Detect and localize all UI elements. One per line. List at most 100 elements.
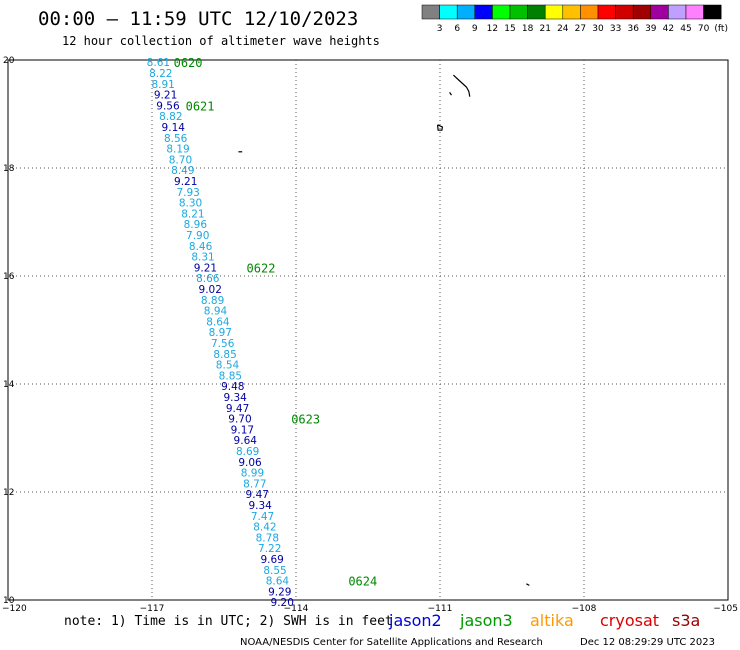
legend-entry: jason3 (459, 611, 513, 630)
wave-height-point: 9.06 (238, 457, 262, 469)
coastline-segment (452, 74, 471, 97)
x-tick-label: −108 (572, 604, 597, 614)
wave-height-point: 8.78 (256, 532, 279, 544)
y-tick-label: 18 (3, 164, 15, 174)
color-swatch (562, 4, 581, 20)
color-swatch (597, 4, 616, 20)
wave-height-point: 8.82 (159, 111, 182, 123)
wave-height-point: 9.47 (226, 403, 249, 415)
color-scale-label: 12 (487, 24, 498, 34)
x-tick-label: −111 (428, 604, 453, 614)
wave-height-point: 8.64 (266, 576, 290, 588)
color-swatch (632, 4, 652, 20)
coastline (238, 74, 530, 586)
wave-height-point: 8.77 (243, 478, 266, 490)
wave-height-point: 8.94 (204, 306, 228, 318)
wave-height-point: 8.91 (151, 79, 174, 91)
time-label: 0620 (174, 56, 203, 70)
chart-title: 00:00 – 11:59 UTC 12/10/2023 (38, 8, 358, 30)
color-swatch (527, 4, 546, 20)
wave-height-point: 9.48 (221, 381, 244, 393)
wave-height-point: 8.42 (253, 522, 276, 534)
wave-height-point: 8.46 (189, 241, 213, 253)
footer-timestamp: Dec 12 08:29:29 UTC 2023 (580, 637, 715, 648)
color-scale-bar: 3 6 9 12 15 18 21 24 27 30 33 36 39 42 45 70 (ft) (421, 4, 728, 34)
wave-height-point: 8.22 (149, 68, 172, 80)
y-tick-label: 20 (3, 56, 15, 66)
y-tick-label: 16 (3, 272, 15, 282)
wave-height-point: 9.70 (228, 414, 251, 426)
color-swatch (615, 4, 634, 20)
color-scale-label: 45 (680, 24, 691, 34)
time-label: 0623 (291, 413, 320, 427)
color-scale-label: 33 (610, 24, 621, 34)
wave-height-point: 9.02 (199, 284, 222, 296)
wave-height-point: 7.22 (258, 543, 281, 555)
plot-frame (7, 59, 729, 601)
wave-height-point: 8.54 (216, 360, 240, 372)
chart-subtitle: 12 hour collection of altimeter wave hei… (62, 34, 380, 48)
wave-height-point: 9.20 (271, 597, 294, 609)
color-swatch (474, 4, 493, 20)
legend-entry: jason2 (388, 611, 442, 630)
time-label: 0621 (186, 99, 215, 113)
satellite-legend: jason2 jason3 altika cryosat s3a (388, 611, 700, 630)
wave-height-point: 8.56 (164, 133, 188, 145)
color-swatch (492, 4, 511, 20)
time-label: 0624 (348, 575, 377, 589)
wave-height-point: 8.61 (147, 57, 170, 69)
coastline-segment (437, 124, 444, 131)
wave-height-point: 8.69 (236, 446, 259, 458)
y-tick-label: 12 (3, 488, 14, 498)
wave-height-point: 8.70 (169, 154, 192, 166)
wave-height-points: 8.618.228.919.219.568.829.148.568.198.70… (147, 57, 294, 609)
y-tick-label: 14 (3, 380, 15, 390)
color-swatch (421, 4, 440, 20)
wave-height-point: 9.29 (268, 586, 291, 598)
wave-height-point: 9.34 (248, 500, 272, 512)
wave-height-point: 9.21 (154, 90, 177, 102)
color-scale-label: 27 (575, 24, 586, 34)
wave-height-point: 9.47 (246, 489, 269, 501)
wave-height-point: 8.85 (213, 349, 236, 361)
time-labels: 0620 0621 0622 0623 0624 (174, 56, 378, 588)
color-swatch (685, 4, 704, 20)
color-scale-label: 36 (627, 24, 639, 34)
color-scale-label: 9 (472, 24, 478, 34)
color-swatch (509, 4, 528, 20)
x-tick-label: −105 (713, 604, 738, 614)
y-tick-label: 10 (3, 596, 15, 606)
wave-height-point: 8.31 (191, 252, 214, 264)
wave-height-point: 9.21 (194, 262, 217, 274)
color-scale-label: (ft) (714, 24, 728, 34)
color-scale-label: 70 (698, 24, 710, 34)
wave-height-point: 7.56 (211, 338, 235, 350)
color-swatch (439, 4, 458, 20)
wave-height-point: 9.69 (260, 554, 283, 566)
coastline-segment (526, 583, 530, 586)
wave-height-point: 9.34 (223, 392, 247, 404)
color-swatch (544, 4, 564, 20)
legend-entry: cryosat (600, 611, 659, 630)
color-swatch (456, 4, 476, 20)
legend-entry: altika (530, 611, 574, 630)
wave-height-point: 8.89 (201, 295, 224, 307)
wave-height-point: 9.21 (174, 176, 197, 188)
wave-height-point: 8.96 (184, 219, 208, 231)
color-swatch (650, 4, 669, 20)
time-label: 0622 (247, 261, 276, 275)
y-axis-ticks: 10 12 14 16 18 20 (3, 56, 15, 606)
wave-height-point: 8.30 (179, 198, 202, 210)
footer-note: note: 1) Time is in UTC; 2) SWH is in fe… (64, 614, 393, 629)
color-swatch (668, 4, 687, 20)
wave-height-point: 7.90 (186, 230, 209, 242)
color-scale-label: 30 (592, 24, 604, 34)
x-axis-ticks: −120 −117 −114 −111 −108 −105 (2, 604, 738, 614)
wave-height-point: 8.19 (166, 144, 189, 156)
color-scale-label: 18 (522, 24, 534, 34)
wave-height-point: 8.55 (263, 565, 286, 577)
x-tick-label: −117 (140, 604, 165, 614)
wave-height-point: 8.97 (209, 327, 232, 339)
